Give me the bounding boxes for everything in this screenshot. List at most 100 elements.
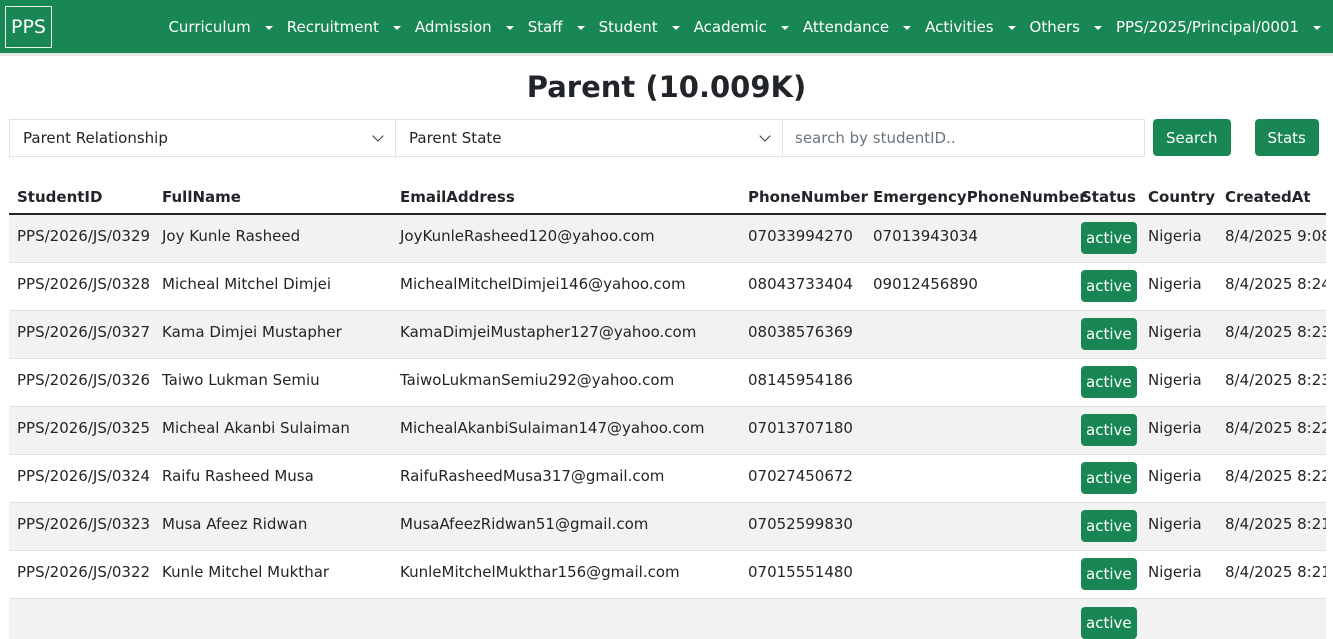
cell-country: Nigeria xyxy=(1140,358,1217,407)
cell-emergencyphonenumber xyxy=(865,454,1073,503)
cell-studentid: PPS/2026/JS/0329 xyxy=(9,214,154,263)
cell-studentid: PPS/2026/JS/0323 xyxy=(9,502,154,551)
filter-bar: Parent Relationship Parent State Search … xyxy=(9,119,1324,157)
caret-down-icon xyxy=(1007,26,1016,30)
table-row[interactable]: PPS/2026/JS/0329 Joy Kunle Rasheed JoyKunl… xyxy=(9,214,1326,263)
cell-country: Nigeria xyxy=(1140,262,1217,311)
cell-emergencyphonenumber xyxy=(865,598,1073,639)
nav-item-curriculum[interactable]: Curriculum xyxy=(161,18,279,36)
cell-emergencyphonenumber xyxy=(865,502,1073,551)
cell-createdat: 8/4/2025 8:23: xyxy=(1217,358,1326,407)
cell-emergencyphonenumber: 09012456890 xyxy=(865,262,1073,311)
nav-item-label: PPS/2025/Principal/0001 xyxy=(1115,17,1299,36)
cell-phonenumber: 08043733404 xyxy=(740,262,865,311)
cell-createdat: 8/4/2025 9:08: xyxy=(1217,214,1326,263)
table-row[interactable]: active xyxy=(9,598,1326,639)
cell-studentid: PPS/2026/JS/0326 xyxy=(9,358,154,407)
cell-emergencyphonenumber xyxy=(865,550,1073,599)
table-row[interactable]: PPS/2026/JS/0327 Kama Dimjei Mustapher Kam… xyxy=(9,310,1326,359)
cell-country: Nigeria xyxy=(1140,214,1217,263)
chevron-down-icon xyxy=(372,130,384,142)
cell-phonenumber: 07013707180 xyxy=(740,406,865,455)
table-row[interactable]: PPS/2026/JS/0326 Taiwo Lukman Semiu TaiwoL… xyxy=(9,358,1326,407)
nav-item-label: Attendance xyxy=(802,17,890,36)
table-row[interactable]: PPS/2026/JS/0322 Kunle Mitchel Mukthar Kun… xyxy=(9,550,1326,599)
nav-item-attendance[interactable]: Attendance xyxy=(796,18,918,36)
status-badge: active xyxy=(1081,222,1137,254)
nav-item-label: Recruitment xyxy=(286,17,379,36)
cell-fullname: Micheal Mitchel Dimjei xyxy=(154,262,392,311)
nav-item-others[interactable]: Others xyxy=(1023,18,1109,36)
parent-table: StudentID FullName EmailAddress PhoneNumber… xyxy=(9,180,1326,639)
column-header: Status xyxy=(1073,180,1140,215)
nav-item-label: Activities xyxy=(925,17,994,36)
status-badge: active xyxy=(1081,606,1137,639)
cell-studentid: PPS/2026/JS/0328 xyxy=(9,262,154,311)
cell-status: active xyxy=(1073,214,1140,263)
cell-emailaddress: JoyKunleRasheed120@yahoo.com xyxy=(392,214,740,263)
cell-phonenumber: 07033994270 xyxy=(740,214,865,263)
nav-item-academic[interactable]: Academic xyxy=(687,18,796,36)
cell-emergencyphonenumber xyxy=(865,310,1073,359)
cell-phonenumber: 08038576369 xyxy=(740,310,865,359)
search-button[interactable]: Search xyxy=(1153,119,1231,156)
table-row[interactable]: PPS/2026/JS/0324 Raifu Rasheed Musa RaifuR… xyxy=(9,454,1326,503)
cell-emailaddress: RaifuRasheedMusa317@gmail.com xyxy=(392,454,740,503)
cell-fullname: Kama Dimjei Mustapher xyxy=(154,310,392,359)
nav-item-recruitment[interactable]: Recruitment xyxy=(280,18,408,36)
nav-item-label: Curriculum xyxy=(168,17,251,36)
parent-table-container: StudentID FullName EmailAddress PhoneNumber… xyxy=(9,180,1326,639)
nav-item-admission[interactable]: Admission xyxy=(408,18,521,36)
column-header: EmergencyPhoneNumber xyxy=(865,180,1087,215)
cell-phonenumber: 07027450672 xyxy=(740,454,865,503)
navbar: PPS Curriculum Recruitment Admission Staff S… xyxy=(0,0,1333,56)
search-input[interactable] xyxy=(783,119,1145,157)
cell-createdat: 8/4/2025 8:21: xyxy=(1217,502,1326,551)
caret-down-icon xyxy=(671,26,680,30)
caret-down-icon xyxy=(505,26,514,30)
column-header: Country xyxy=(1140,180,1217,215)
caret-down-icon xyxy=(576,26,585,30)
cell-emergencyphonenumber xyxy=(865,406,1073,455)
cell-emergencyphonenumber: 07013943034 xyxy=(865,214,1073,263)
status-badge: active xyxy=(1081,317,1137,350)
cell-status: active xyxy=(1073,262,1140,311)
nav-item-label: Others xyxy=(1029,17,1080,36)
nav-item-staff[interactable]: Staff xyxy=(521,18,592,36)
status-badge: active xyxy=(1081,413,1137,446)
table-row[interactable]: PPS/2026/JS/0328 Micheal Mitchel Dimjei Mi… xyxy=(9,262,1326,311)
parent-state-select[interactable]: Parent State xyxy=(396,119,783,157)
cell-createdat: 8/4/2025 8:22: xyxy=(1217,406,1326,455)
caret-down-icon xyxy=(392,26,401,30)
cell-country: Nigeria xyxy=(1140,454,1217,503)
cell-fullname: Kunle Mitchel Mukthar xyxy=(154,550,392,599)
select-value: Parent State xyxy=(409,129,502,147)
cell-createdat: 8/4/2025 8:21: xyxy=(1217,550,1326,599)
cell-studentid: PPS/2026/JS/0322 xyxy=(9,550,154,599)
cell-status: active xyxy=(1073,358,1140,407)
cell-phonenumber: 07052599830 xyxy=(740,502,865,551)
cell-status: active xyxy=(1073,598,1140,639)
cell-country: Nigeria xyxy=(1140,550,1217,599)
table-row[interactable]: PPS/2026/JS/0325 Micheal Akanbi Sulaiman M… xyxy=(9,406,1326,455)
nav-item-pps-2025-principal-0001[interactable]: PPS/2025/Principal/0001 xyxy=(1109,18,1328,36)
cell-phonenumber: 08145954186 xyxy=(740,358,865,407)
stats-button[interactable]: Stats xyxy=(1254,119,1319,156)
nav-item-activities[interactable]: Activities xyxy=(918,18,1022,36)
cell-emergencyphonenumber xyxy=(865,358,1073,407)
parent-relationship-select[interactable]: Parent Relationship xyxy=(9,119,396,157)
cell-emailaddress: MichealMitchelDimjei146@yahoo.com xyxy=(392,262,740,311)
nav-item-student[interactable]: Student xyxy=(592,18,687,36)
cell-phonenumber: 07015551480 xyxy=(740,550,865,599)
cell-createdat xyxy=(1217,598,1326,639)
table-row[interactable]: PPS/2026/JS/0323 Musa Afeez Ridwan MusaAfe… xyxy=(9,502,1326,551)
status-badge: active xyxy=(1081,557,1137,590)
column-header: StudentID xyxy=(9,180,154,215)
brand-logo[interactable]: PPS xyxy=(5,5,52,48)
cell-country: Nigeria xyxy=(1140,406,1217,455)
nav-item-label: Student xyxy=(598,17,658,36)
cell-studentid: PPS/2026/JS/0327 xyxy=(9,310,154,359)
cell-emailaddress: KunleMitchelMukthar156@gmail.com xyxy=(392,550,740,599)
nav-menu: Curriculum Recruitment Admission Staff Stude… xyxy=(161,18,1328,36)
status-badge: active xyxy=(1081,461,1137,494)
